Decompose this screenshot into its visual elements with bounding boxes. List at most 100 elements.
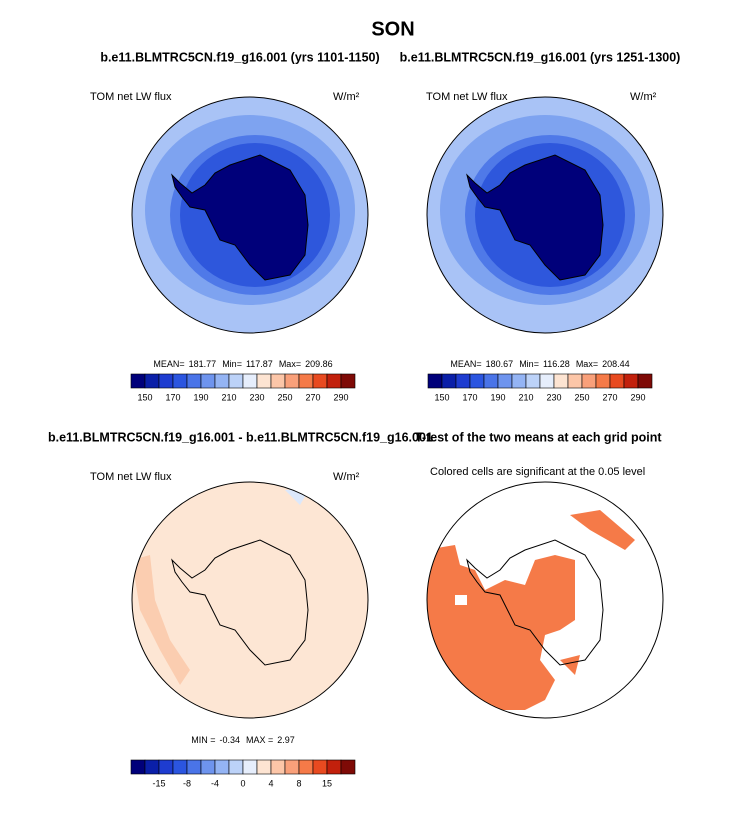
stat-label: MEAN= (450, 359, 481, 369)
units-label: W/m² (630, 91, 657, 103)
stat-label: Min= (519, 359, 539, 369)
color-box (469, 373, 485, 389)
color-box (172, 373, 188, 389)
stat-value: 208.44 (602, 359, 630, 369)
color-box (623, 373, 639, 389)
units-label: W/m² (333, 91, 360, 103)
colorbar: 150 170 190 210 230 250 270 290 (427, 373, 653, 402)
colorbar-label: 190 (193, 392, 208, 402)
stat-value: 116.28 (543, 359, 570, 369)
figure-title: SON (371, 18, 414, 40)
map-border (131, 96, 369, 334)
color-box (186, 373, 202, 389)
color-box (340, 759, 356, 775)
color-box (483, 373, 499, 389)
variable-label: TOM net LW flux (426, 91, 508, 103)
stat-label: MEAN= (153, 359, 184, 369)
stats: MEAN= 181.77 Min= 117.87 Max= 209.86 (153, 359, 332, 369)
stat-label: MIN = (191, 735, 215, 745)
colorbar-label: 0 (240, 778, 245, 788)
color-box (455, 373, 471, 389)
color-box (228, 373, 244, 389)
color-box (340, 373, 356, 389)
color-box (270, 759, 286, 775)
map (131, 481, 369, 719)
panel-title: b.e11.BLMTRC5CN.f19_g16.001 (yrs 1251-13… (400, 50, 681, 64)
stat-label: Max= (576, 359, 598, 369)
colorbar-label: 8 (296, 778, 301, 788)
map (426, 481, 664, 719)
color-box (441, 373, 457, 389)
colorbar: 150 170 190 210 230 250 270 290 (130, 373, 356, 402)
significance-note: Colored cells are significant at the 0.0… (430, 466, 645, 478)
field (427, 545, 575, 710)
color-box (609, 373, 625, 389)
color-box (539, 373, 555, 389)
colorbar-label: 210 (221, 392, 236, 402)
colorbar-label: -8 (183, 778, 191, 788)
stats: MEAN= 180.67 Min= 116.28 Max= 208.44 (450, 359, 629, 369)
colorbar-label: 190 (490, 392, 505, 402)
colorbar-label: 250 (277, 392, 292, 402)
stats-line: MIN = -0.34 MAX = 2.97 (191, 735, 295, 745)
map (426, 96, 664, 334)
colorbar-label: -4 (211, 778, 219, 788)
color-box (214, 373, 230, 389)
color-box (256, 759, 272, 775)
map-border (131, 481, 369, 719)
colorbar-label: 270 (305, 392, 320, 402)
colorbar-label: 250 (574, 392, 589, 402)
stat-label: Max= (279, 359, 301, 369)
colorbar-label: 270 (602, 392, 617, 402)
color-box (581, 373, 597, 389)
color-box (242, 759, 258, 775)
color-box (242, 373, 258, 389)
color-box (284, 759, 300, 775)
stat-value: 180.67 (486, 359, 514, 369)
color-box (270, 373, 286, 389)
colorbar-label: 210 (518, 392, 533, 402)
color-box (284, 373, 300, 389)
color-box (511, 373, 527, 389)
color-box (256, 373, 272, 389)
color-box (312, 373, 328, 389)
stat-value: -0.34 (219, 735, 240, 745)
map-border (426, 481, 664, 719)
colorbar-label: 170 (462, 392, 477, 402)
color-box (497, 373, 513, 389)
field (455, 595, 467, 605)
color-box (228, 759, 244, 775)
color-box (298, 373, 314, 389)
colorbar-label: 230 (546, 392, 561, 402)
panel-title: b.e11.BLMTRC5CN.f19_g16.001 (yrs 1101-11… (100, 50, 379, 64)
colorbar-label: 170 (165, 392, 180, 402)
color-box (567, 373, 583, 389)
color-box (637, 373, 653, 389)
variable-label: TOM net LW flux (90, 91, 172, 103)
field (570, 510, 635, 550)
stats-line: MEAN= 180.67 Min= 116.28 Max= 208.44 (450, 359, 629, 369)
variable-label: TOM net LW flux (90, 471, 172, 483)
color-box (326, 373, 342, 389)
stats: MIN = -0.34 MAX = 2.97 (191, 735, 295, 745)
colorbar-label: 150 (137, 392, 152, 402)
panel-title: b.e11.BLMTRC5CN.f19_g16.001 - b.e11.BLMT… (48, 430, 433, 444)
color-box (298, 759, 314, 775)
color-box (200, 373, 216, 389)
stat-label: Min= (222, 359, 242, 369)
color-box (158, 373, 174, 389)
stats-line: MEAN= 181.77 Min= 117.87 Max= 209.86 (153, 359, 332, 369)
field (132, 482, 368, 718)
color-box (144, 373, 160, 389)
color-box (130, 373, 146, 389)
color-box (214, 759, 230, 775)
color-box (595, 373, 611, 389)
colorbar-label: 230 (249, 392, 264, 402)
color-box (326, 759, 342, 775)
color-box (427, 373, 443, 389)
colorbar-label: 4 (268, 778, 273, 788)
colorbar-label: -15 (152, 778, 165, 788)
field (560, 655, 580, 675)
stat-value: 181.77 (189, 359, 217, 369)
field (132, 555, 190, 685)
